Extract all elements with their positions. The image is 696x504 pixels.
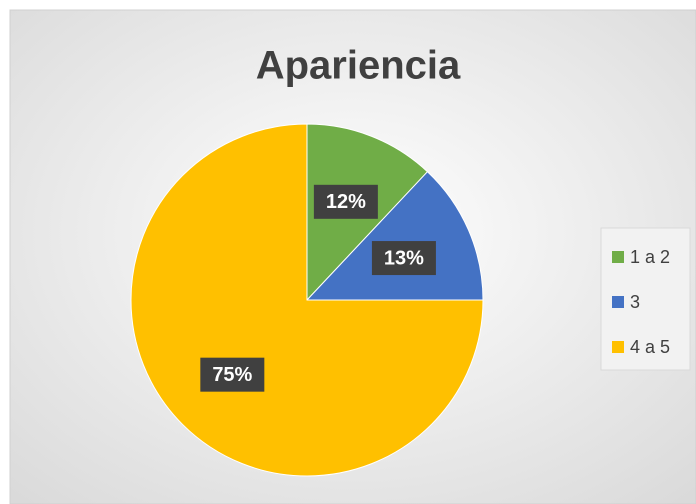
- data-label-box: [200, 357, 265, 392]
- data-label: 75%: [212, 364, 252, 386]
- data-label-box: [313, 184, 378, 219]
- legend-label: 3: [630, 292, 640, 312]
- pie-slice: [305, 170, 484, 301]
- legend-swatch: [612, 251, 624, 263]
- chart-title: Apariencia: [256, 44, 461, 88]
- legend-label: 1 a 2: [630, 247, 670, 267]
- legend-label: 4 a 5: [630, 337, 670, 357]
- data-label: 13%: [384, 247, 424, 269]
- legend-swatch: [612, 341, 624, 353]
- legend-swatch: [612, 296, 624, 308]
- data-label-box: [371, 241, 436, 276]
- data-label: 12%: [326, 191, 366, 213]
